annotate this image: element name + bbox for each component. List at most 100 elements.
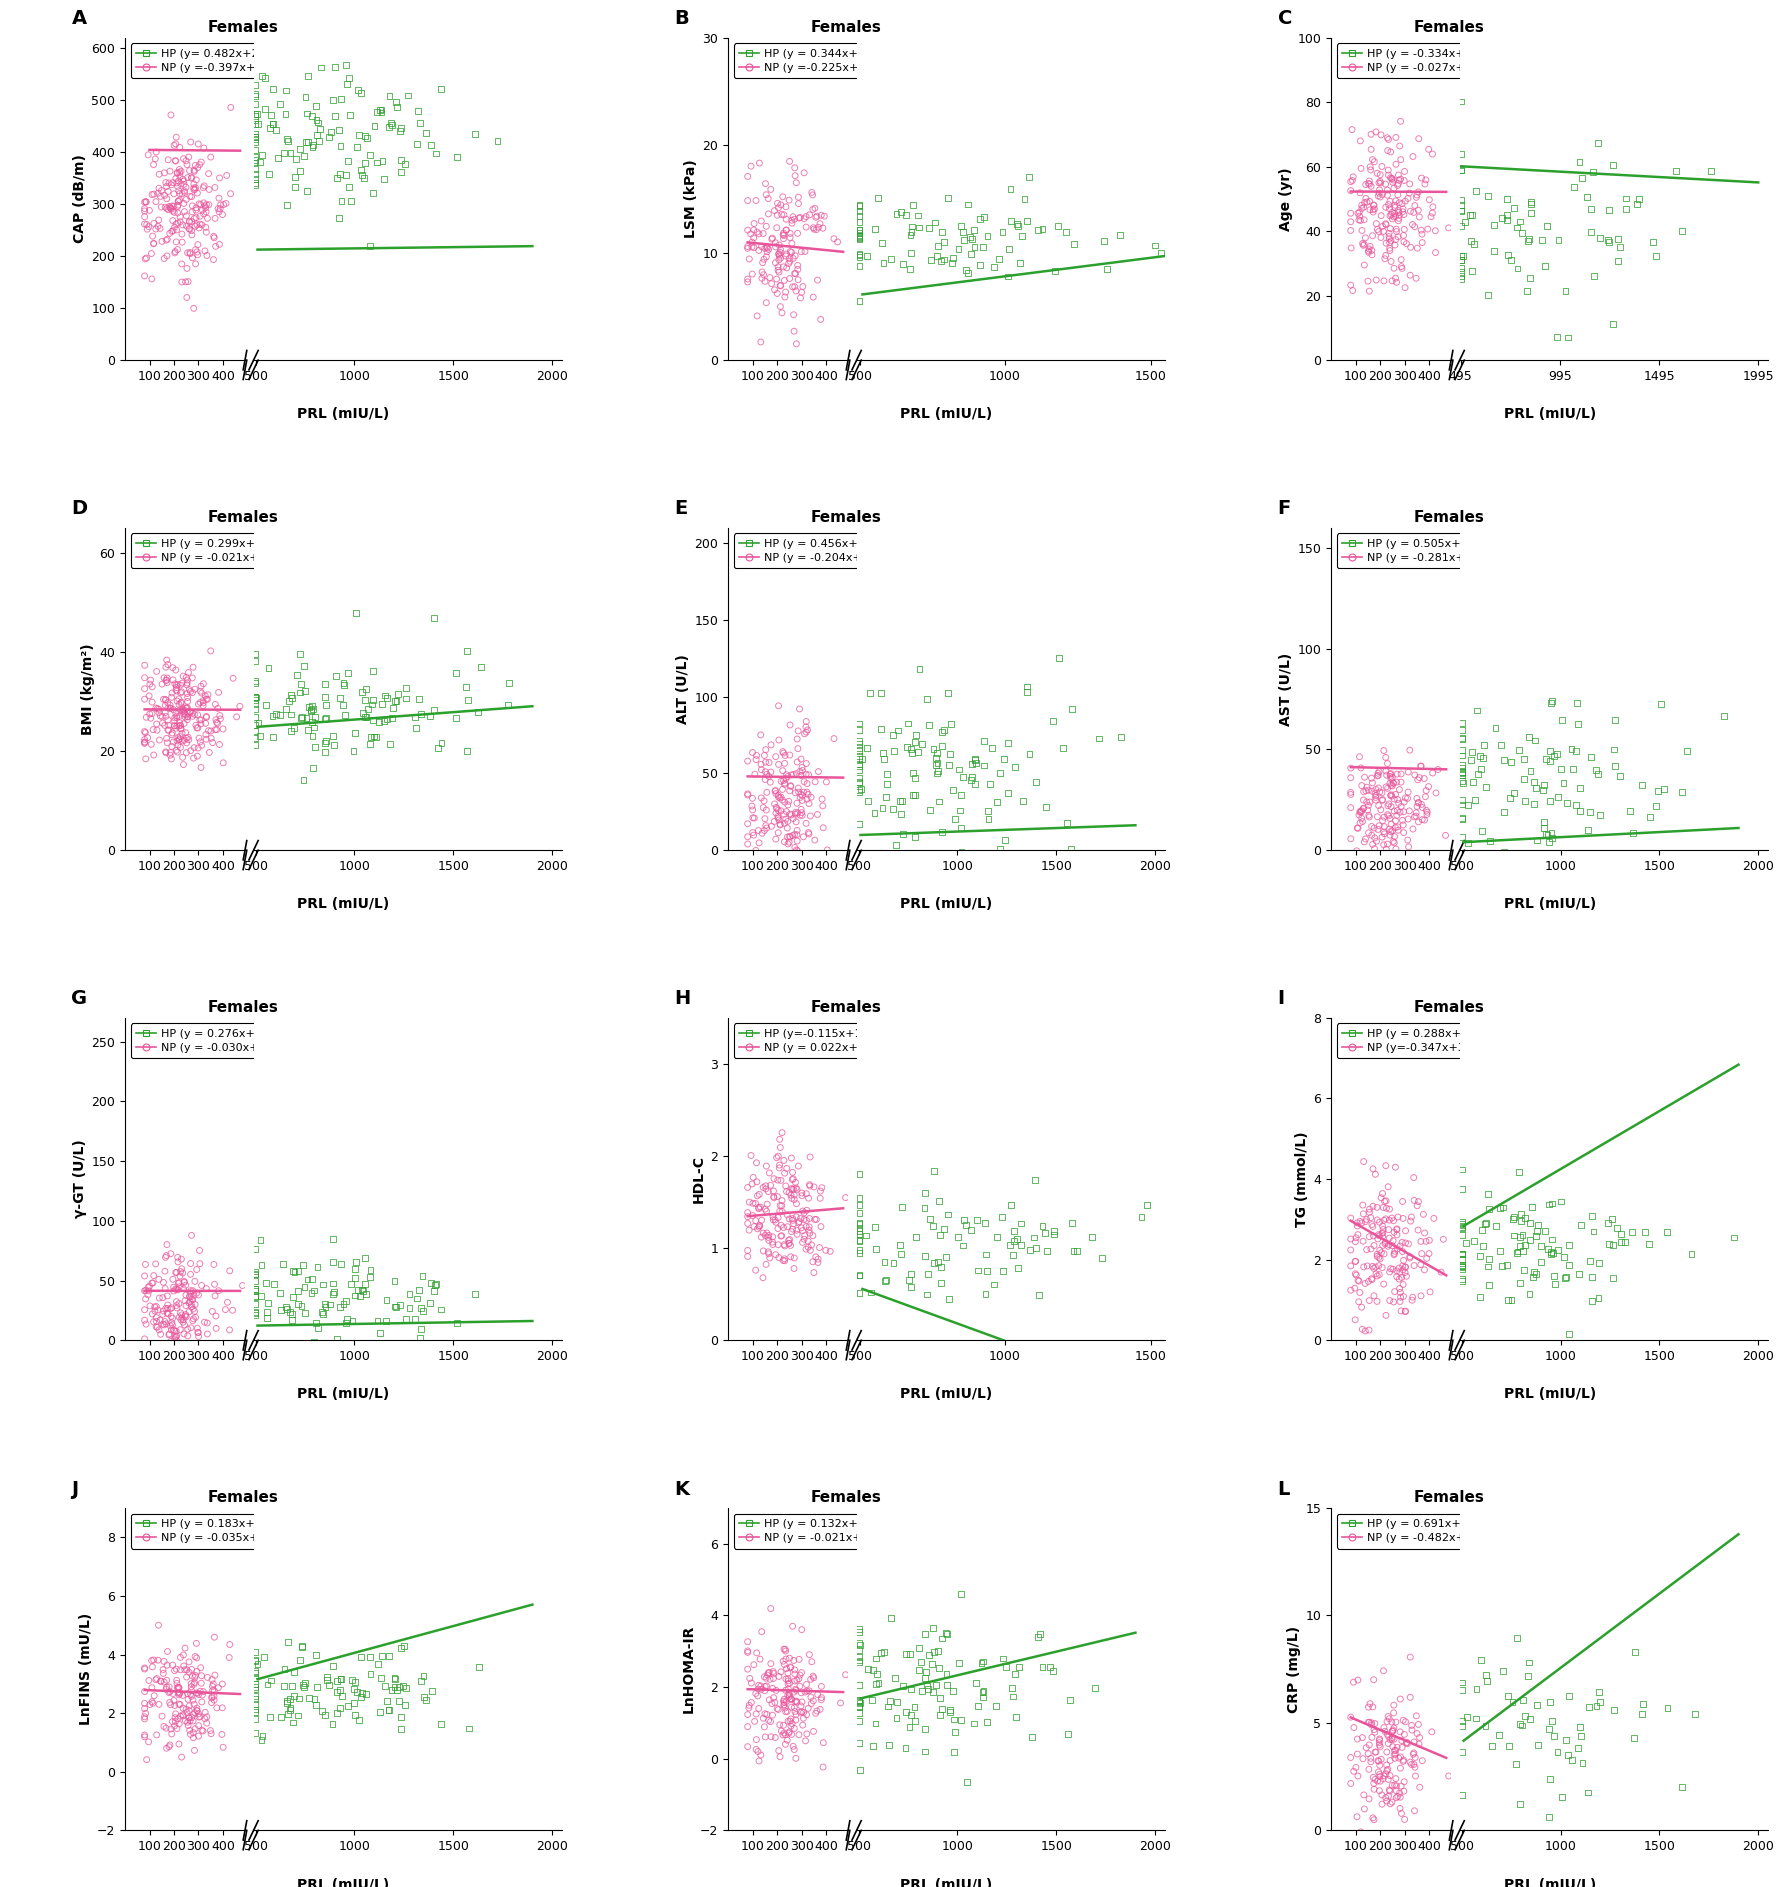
Point bbox=[845, 1685, 873, 1715]
Point bbox=[1390, 221, 1418, 251]
Point bbox=[1490, 838, 1518, 868]
Point bbox=[1484, 1719, 1513, 1749]
Point bbox=[873, 1691, 902, 1721]
Point bbox=[138, 221, 166, 251]
Point bbox=[764, 257, 793, 287]
Point bbox=[243, 1649, 271, 1679]
Point bbox=[754, 1236, 782, 1266]
Point bbox=[784, 255, 813, 285]
Point bbox=[936, 1283, 964, 1313]
Point bbox=[738, 817, 766, 847]
Point bbox=[1354, 1693, 1382, 1723]
Point bbox=[845, 1227, 873, 1257]
Point bbox=[1641, 242, 1670, 272]
Point bbox=[382, 1291, 411, 1321]
Point bbox=[773, 813, 802, 843]
Point bbox=[427, 1294, 455, 1325]
Point bbox=[1390, 166, 1418, 196]
Point bbox=[770, 800, 798, 830]
Point bbox=[1381, 230, 1409, 260]
Point bbox=[1363, 1287, 1391, 1317]
Point bbox=[813, 766, 841, 796]
Point bbox=[163, 1276, 191, 1306]
Point bbox=[1370, 1187, 1398, 1217]
Point bbox=[1341, 1274, 1370, 1304]
Point bbox=[1384, 196, 1413, 226]
Point bbox=[241, 1257, 270, 1287]
Point bbox=[1406, 1728, 1434, 1759]
Point bbox=[775, 147, 804, 177]
Point bbox=[1365, 1259, 1393, 1289]
Point bbox=[198, 1668, 227, 1698]
Point bbox=[138, 1687, 166, 1717]
Point bbox=[1511, 787, 1540, 817]
Point bbox=[166, 713, 195, 743]
Point bbox=[1407, 804, 1436, 834]
Point bbox=[764, 242, 793, 272]
Point bbox=[350, 685, 379, 715]
Point bbox=[1386, 1274, 1415, 1304]
Point bbox=[1531, 1215, 1559, 1245]
Point bbox=[768, 1196, 797, 1227]
Point bbox=[854, 785, 882, 815]
Point bbox=[734, 1202, 763, 1232]
Point bbox=[354, 694, 382, 725]
Point bbox=[948, 217, 977, 247]
Point bbox=[750, 1672, 779, 1702]
Point bbox=[343, 132, 371, 162]
Point bbox=[318, 85, 346, 115]
Point bbox=[997, 174, 1025, 204]
Point bbox=[202, 1693, 230, 1723]
Point bbox=[789, 766, 818, 796]
Point bbox=[161, 706, 189, 736]
Point bbox=[1447, 253, 1475, 283]
Point bbox=[1361, 194, 1390, 225]
Point bbox=[755, 1159, 784, 1189]
Point bbox=[173, 253, 202, 283]
Point bbox=[1447, 804, 1475, 834]
Point bbox=[966, 249, 995, 279]
Point bbox=[997, 1189, 1025, 1219]
Point bbox=[925, 1187, 954, 1217]
Point bbox=[130, 717, 159, 747]
Point bbox=[782, 834, 811, 864]
Point bbox=[1363, 1766, 1391, 1796]
Point bbox=[1379, 168, 1407, 198]
Point bbox=[734, 745, 763, 776]
Point bbox=[1359, 1153, 1388, 1183]
Point bbox=[143, 1294, 171, 1325]
Point bbox=[1347, 796, 1375, 827]
Point bbox=[1381, 1238, 1409, 1268]
Point bbox=[334, 659, 363, 689]
Point bbox=[1361, 1764, 1390, 1795]
Point bbox=[159, 1276, 188, 1306]
Point bbox=[163, 1315, 191, 1345]
Point bbox=[1359, 1693, 1388, 1723]
Point bbox=[145, 1264, 173, 1294]
Point bbox=[1397, 1642, 1425, 1672]
Point bbox=[1404, 177, 1432, 208]
Point bbox=[1336, 1768, 1365, 1798]
Point bbox=[150, 1310, 179, 1340]
Point bbox=[802, 1698, 830, 1728]
Point bbox=[1365, 791, 1393, 821]
Point bbox=[336, 100, 364, 130]
Point bbox=[870, 1266, 898, 1296]
Point bbox=[163, 209, 191, 240]
Point bbox=[861, 213, 889, 243]
Point bbox=[154, 715, 182, 745]
Point bbox=[177, 162, 205, 192]
Point bbox=[179, 1276, 207, 1306]
Point bbox=[1379, 1715, 1407, 1745]
Point bbox=[895, 1264, 923, 1294]
Point bbox=[134, 140, 163, 170]
Point bbox=[1520, 1257, 1548, 1287]
Point bbox=[1372, 228, 1400, 259]
Point bbox=[286, 157, 314, 187]
Point bbox=[1356, 787, 1384, 817]
Point bbox=[1400, 1742, 1429, 1772]
Point bbox=[1384, 206, 1413, 236]
Point bbox=[168, 1679, 196, 1710]
Point bbox=[152, 225, 180, 255]
Point bbox=[177, 1221, 205, 1251]
